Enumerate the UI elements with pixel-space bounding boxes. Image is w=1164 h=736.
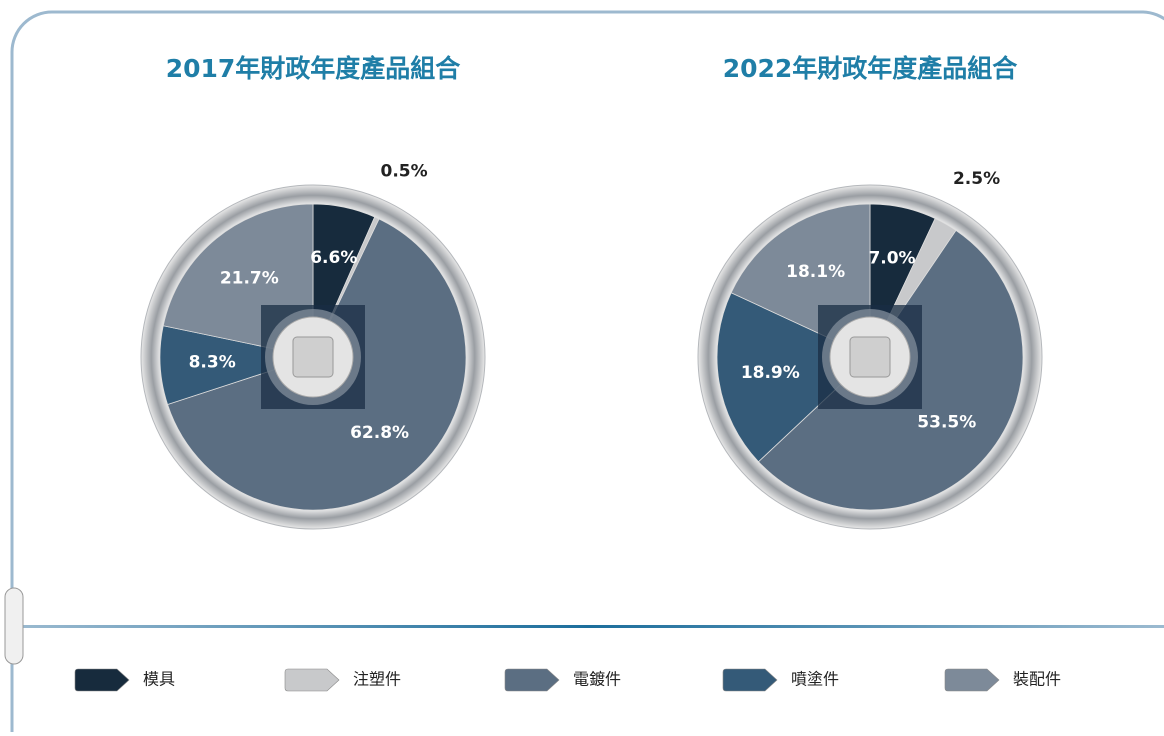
chart-title: 2017年財政年度產品組合 bbox=[166, 54, 462, 83]
legend-swatch bbox=[284, 668, 340, 692]
charts: 2017年財政年度產品組合 6.6% 0.5% 62.8% 8.3% 21.7% 2022年… bbox=[74, 54, 1061, 692]
value-label: 6.6% bbox=[310, 248, 357, 268]
legend-label: 裝配件 bbox=[1013, 670, 1061, 689]
pie-slice bbox=[716, 292, 871, 463]
value-label: 21.7% bbox=[220, 269, 279, 289]
frame bbox=[10, 10, 1164, 736]
handle bbox=[4, 587, 24, 665]
value-label: 53.5% bbox=[917, 413, 976, 433]
center-button bbox=[849, 336, 891, 378]
value-label: 2.5% bbox=[953, 169, 1000, 189]
divider bbox=[14, 625, 1164, 628]
value-label: 8.3% bbox=[189, 353, 236, 373]
chart-title: 2022年財政年度產品組合 bbox=[723, 54, 1019, 83]
legend-swatch bbox=[74, 668, 130, 692]
legend-label: 電鍍件 bbox=[573, 670, 621, 689]
value-label: 62.8% bbox=[350, 423, 409, 443]
value-label: 7.0% bbox=[868, 248, 915, 268]
legend-label: 模具 bbox=[143, 670, 175, 689]
value-label: 18.9% bbox=[741, 363, 800, 383]
value-label: 0.5% bbox=[380, 161, 427, 181]
value-label: 18.1% bbox=[786, 262, 845, 282]
legend-label: 注塑件 bbox=[353, 670, 401, 689]
legend-swatch bbox=[722, 668, 778, 692]
legend-label: 噴塗件 bbox=[791, 670, 839, 689]
center-button bbox=[292, 336, 334, 378]
legend-swatch bbox=[944, 668, 1000, 692]
legend-swatch bbox=[504, 668, 560, 692]
